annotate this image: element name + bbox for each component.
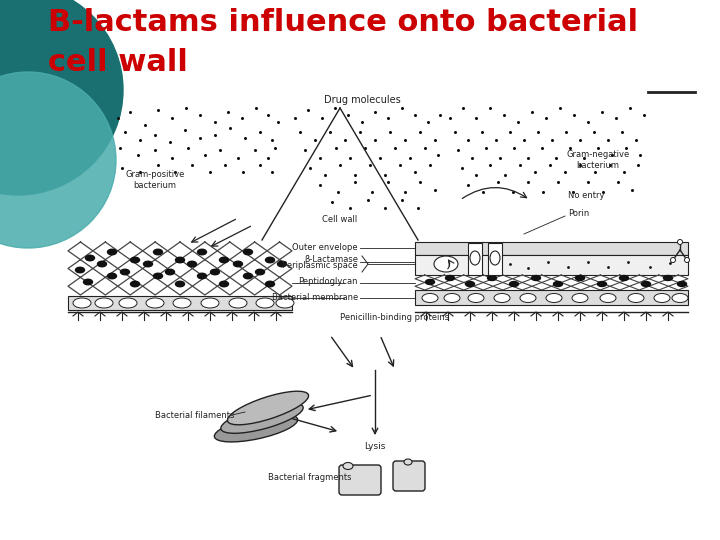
Ellipse shape: [619, 275, 629, 280]
Ellipse shape: [628, 294, 644, 302]
Circle shape: [0, 0, 123, 195]
Circle shape: [685, 258, 690, 262]
Ellipse shape: [572, 294, 588, 302]
Ellipse shape: [470, 251, 480, 265]
Ellipse shape: [487, 275, 497, 280]
Ellipse shape: [215, 414, 297, 442]
Text: Lysis: Lysis: [364, 442, 386, 451]
Ellipse shape: [664, 275, 672, 280]
Ellipse shape: [510, 281, 518, 287]
Ellipse shape: [277, 261, 287, 267]
Ellipse shape: [575, 275, 585, 280]
Circle shape: [678, 240, 683, 245]
Ellipse shape: [672, 294, 688, 302]
Ellipse shape: [404, 459, 412, 465]
Ellipse shape: [130, 281, 140, 287]
Ellipse shape: [176, 281, 184, 287]
Ellipse shape: [233, 261, 243, 267]
Ellipse shape: [220, 281, 228, 287]
FancyBboxPatch shape: [415, 255, 688, 275]
Ellipse shape: [120, 269, 130, 275]
Ellipse shape: [130, 257, 140, 263]
Text: Cell wall: Cell wall: [323, 215, 358, 225]
Ellipse shape: [642, 281, 650, 287]
Text: Peptidoglycan: Peptidoglycan: [299, 276, 358, 286]
Ellipse shape: [531, 275, 541, 280]
Ellipse shape: [107, 273, 117, 279]
Ellipse shape: [166, 269, 174, 275]
Ellipse shape: [119, 298, 137, 308]
Ellipse shape: [220, 257, 228, 263]
FancyBboxPatch shape: [415, 290, 688, 305]
FancyBboxPatch shape: [415, 242, 688, 255]
Ellipse shape: [678, 281, 686, 287]
Ellipse shape: [266, 257, 274, 263]
Text: B-lactams influence onto bacterial: B-lactams influence onto bacterial: [48, 8, 638, 37]
Ellipse shape: [243, 273, 253, 279]
Ellipse shape: [426, 280, 434, 285]
Text: Periplasmic space: Periplasmic space: [282, 260, 358, 269]
Ellipse shape: [490, 251, 500, 265]
Ellipse shape: [229, 298, 247, 308]
Ellipse shape: [243, 249, 253, 255]
Ellipse shape: [84, 279, 92, 285]
Ellipse shape: [210, 269, 220, 275]
Ellipse shape: [201, 298, 219, 308]
Ellipse shape: [468, 294, 484, 302]
Ellipse shape: [654, 294, 670, 302]
Ellipse shape: [73, 298, 91, 308]
Ellipse shape: [520, 294, 536, 302]
Ellipse shape: [434, 256, 458, 272]
Text: Gram-negative
bacterium: Gram-negative bacterium: [567, 150, 629, 170]
Text: No entry: No entry: [568, 192, 605, 200]
Ellipse shape: [276, 298, 294, 308]
Ellipse shape: [256, 269, 264, 275]
Ellipse shape: [173, 298, 191, 308]
Ellipse shape: [97, 261, 107, 267]
Ellipse shape: [86, 255, 94, 261]
Ellipse shape: [266, 281, 274, 287]
Ellipse shape: [143, 261, 153, 267]
FancyBboxPatch shape: [393, 461, 425, 491]
Text: Drug molecules: Drug molecules: [323, 95, 400, 105]
Circle shape: [0, 72, 116, 248]
Ellipse shape: [146, 298, 164, 308]
Ellipse shape: [153, 249, 163, 255]
Ellipse shape: [494, 294, 510, 302]
Ellipse shape: [600, 294, 616, 302]
Ellipse shape: [187, 261, 197, 267]
Ellipse shape: [546, 294, 562, 302]
Text: cell wall: cell wall: [48, 48, 188, 77]
FancyBboxPatch shape: [488, 243, 502, 275]
Ellipse shape: [598, 281, 606, 287]
FancyBboxPatch shape: [468, 243, 482, 275]
Ellipse shape: [422, 294, 438, 302]
Ellipse shape: [107, 249, 117, 255]
Ellipse shape: [446, 275, 454, 280]
FancyBboxPatch shape: [68, 296, 292, 310]
Ellipse shape: [221, 403, 303, 433]
Ellipse shape: [197, 249, 207, 255]
Ellipse shape: [343, 462, 353, 469]
Ellipse shape: [466, 281, 474, 287]
Ellipse shape: [153, 273, 163, 279]
Ellipse shape: [444, 294, 460, 302]
Text: Porin: Porin: [568, 210, 589, 219]
Text: Gram-positive
bacterium: Gram-positive bacterium: [125, 170, 185, 190]
Circle shape: [670, 258, 675, 262]
Text: Outer envelope: Outer envelope: [292, 242, 358, 252]
Text: Bacterial membrane: Bacterial membrane: [271, 294, 358, 302]
Ellipse shape: [176, 257, 184, 263]
Ellipse shape: [554, 281, 562, 287]
Ellipse shape: [197, 273, 207, 279]
Ellipse shape: [95, 298, 113, 308]
Ellipse shape: [256, 298, 274, 308]
FancyBboxPatch shape: [339, 465, 381, 495]
Text: Bacterial filaments: Bacterial filaments: [156, 410, 235, 420]
Text: Penicillin-binding proteins: Penicillin-binding proteins: [341, 314, 449, 322]
Ellipse shape: [76, 267, 84, 273]
Ellipse shape: [228, 391, 309, 425]
Text: Bacterial fragments: Bacterial fragments: [269, 474, 352, 483]
Text: β-Lactamase: β-Lactamase: [304, 255, 358, 265]
